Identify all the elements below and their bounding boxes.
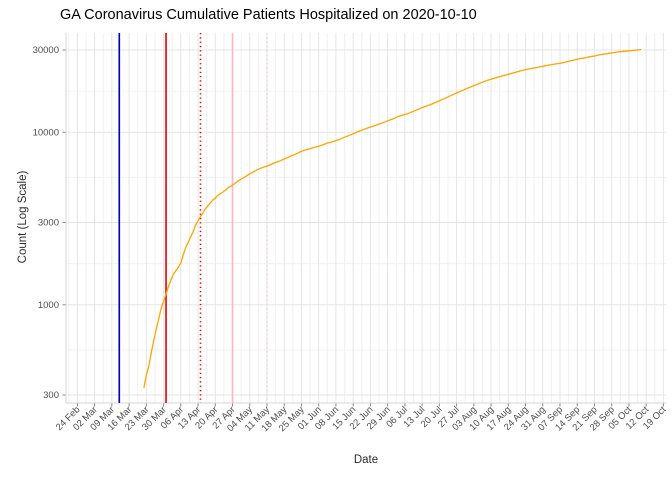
series-line-cumulative-hospitalized [143,48,642,389]
y-tick-label: 1000 [38,300,59,311]
y-tick-label: 300 [43,390,59,401]
major-gridlines [66,33,667,403]
x-axis-title: Date [353,454,379,466]
tick-marks [62,49,664,407]
axis-lines [65,33,667,404]
minor-gridlines [66,33,667,403]
chart-title: GA Coronavirus Cumulative Patients Hospi… [60,7,477,23]
series-lines [143,48,642,389]
y-tick-label: 3000 [38,218,59,229]
event-vlines [118,33,268,403]
y-tick-label: 10000 [33,128,59,139]
y-tick-labels: 300 1000 3000 10000 30000 [33,45,59,401]
y-tick-label: 30000 [33,45,59,56]
